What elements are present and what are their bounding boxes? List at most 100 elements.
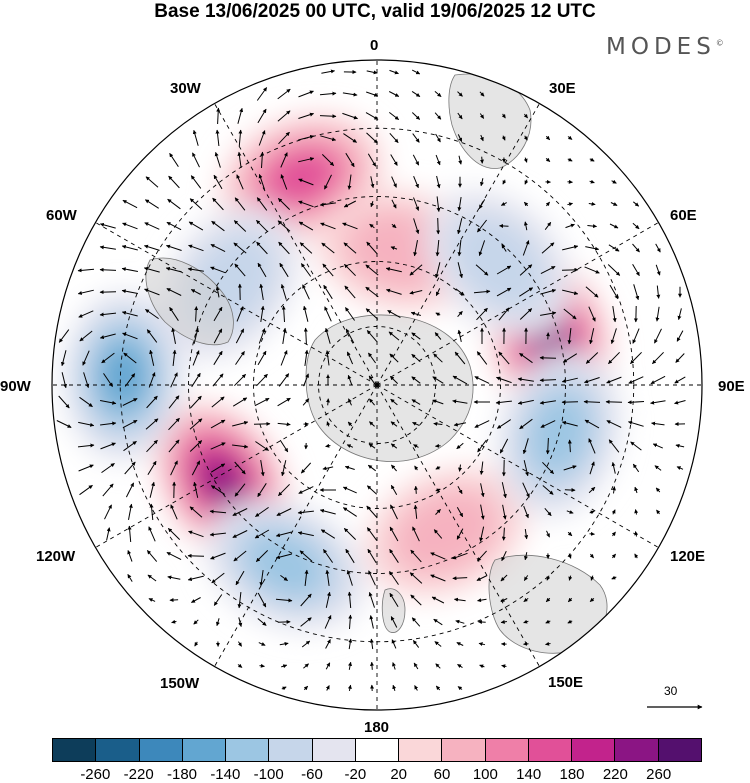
wind-vector-arrow: [188, 244, 204, 252]
wind-vector-arrow: [238, 129, 243, 147]
wind-vector-arrow: [236, 306, 244, 322]
wind-vector-arrow: [677, 308, 682, 320]
wind-vector-arrow: [436, 196, 441, 212]
wind-vector-arrow: [610, 328, 617, 344]
wind-vector-arrow: [144, 222, 160, 230]
wind-vector-arrow: [609, 223, 619, 229]
wind-vector-arrow: [436, 217, 441, 235]
wind-vector-arrow: [304, 349, 309, 366]
wind-vector-arrow: [606, 376, 622, 384]
wind-vector-arrow: [258, 642, 266, 646]
wind-vector-arrow: [342, 222, 358, 230]
wind-vector-arrow: [477, 598, 487, 603]
wind-vector-arrow: [168, 439, 180, 453]
colorbar-tick-label: -100: [253, 766, 284, 783]
wind-vector-arrow: [78, 421, 95, 427]
wind-vector-arrow: [191, 597, 201, 603]
wind-vector-arrow: [343, 133, 357, 143]
wind-vector-arrow: [567, 597, 573, 603]
wind-vector-arrow: [433, 353, 443, 363]
wind-vector-arrow: [430, 552, 446, 560]
wind-vector-arrow: [61, 372, 67, 389]
wind-vector-arrow: [589, 597, 595, 602]
wind-vector-arrow: [433, 421, 443, 426]
wind-vector-arrow: [634, 553, 639, 559]
wind-vector-arrow: [194, 306, 199, 322]
wind-vector-arrow: [303, 305, 309, 322]
wind-vector-arrow: [99, 267, 117, 272]
wind-vector-arrow: [435, 262, 441, 279]
wind-vector-arrow: [342, 486, 357, 494]
wind-vector-arrow: [366, 330, 378, 342]
wind-vector-arrow: [498, 307, 510, 321]
wind-vector-arrow: [347, 374, 353, 385]
wind-vector-arrow: [563, 308, 577, 320]
landmass-new-zealand: [381, 588, 406, 633]
wind-vector-arrow: [611, 179, 617, 184]
wind-vector-arrow: [411, 353, 421, 363]
wind-vector-arrow: [366, 241, 378, 255]
wind-vector-arrow: [234, 461, 246, 475]
wind-vector-arrow: [390, 504, 398, 520]
wind-vector-arrow: [567, 202, 573, 207]
wind-vector-arrow: [127, 525, 132, 543]
wind-vector-arrow: [523, 575, 529, 581]
wind-vector-arrow: [191, 460, 201, 476]
wind-vector-arrow: [257, 350, 267, 366]
negative-anomaly-contour: [449, 214, 548, 313]
wind-vector-arrow: [210, 463, 226, 473]
colorbar-tick-label: -140: [210, 766, 241, 783]
wind-vector-arrow: [148, 372, 156, 388]
wind-vector-arrow: [347, 684, 352, 692]
wind-vector-arrow: [632, 328, 640, 344]
wind-vector-arrow: [389, 353, 399, 363]
wind-vector-arrow: [502, 504, 507, 520]
modes-logo: MODES©: [606, 34, 724, 60]
wind-vector-arrow: [456, 442, 464, 450]
wind-vector-arrow: [655, 306, 660, 322]
wind-vector-arrow: [259, 283, 264, 300]
wind-vector-arrow: [325, 685, 330, 691]
wind-vector-arrow: [168, 395, 180, 409]
wind-vector-arrow: [457, 112, 463, 120]
wind-vector-arrow: [190, 175, 202, 189]
longitude-label-180: 180: [364, 719, 390, 736]
wind-vector-arrow: [566, 510, 574, 514]
wind-vector-arrow: [368, 570, 376, 586]
colorbar-tick-label: -220: [123, 766, 154, 783]
wind-vector-arrow: [608, 351, 620, 365]
wind-vector-arrow: [539, 400, 556, 405]
meridian-line: [95, 222, 378, 386]
colorbar-tick-label: -180: [166, 766, 198, 783]
wind-vector-arrow: [585, 246, 600, 251]
wind-vector-arrow: [146, 439, 158, 453]
colorbar-bin: [572, 739, 616, 761]
wind-vector-arrow: [300, 263, 312, 277]
wind-vector-arrow: [128, 503, 133, 520]
wind-vector-arrow: [347, 591, 352, 609]
meridian-line: [376, 384, 659, 548]
wind-vector-arrow: [343, 242, 357, 254]
wind-vector-arrow: [675, 353, 685, 363]
meridian-line: [376, 103, 540, 386]
wind-vector-arrow: [145, 176, 159, 188]
wind-vector-arrow: [479, 461, 484, 475]
wind-vector-arrow: [79, 330, 93, 342]
wind-vector-arrow: [389, 571, 399, 585]
wind-vector-arrow: [656, 509, 661, 515]
wind-vector-arrow: [584, 377, 600, 384]
wind-vector-arrow: [365, 264, 379, 276]
wind-vector-arrow: [257, 618, 267, 626]
wind-vector-arrow: [634, 486, 639, 494]
wind-vector-arrow: [348, 638, 353, 650]
wind-vector-arrow: [342, 112, 358, 120]
wind-vector-arrow: [435, 312, 441, 317]
wind-vector-arrow: [474, 376, 490, 384]
wind-vector-arrow: [542, 485, 554, 495]
wind-vector-arrow: [367, 464, 377, 472]
wind-vector-arrow: [545, 201, 550, 207]
wind-vector-arrow: [540, 420, 556, 428]
wind-vector-arrow: [365, 112, 379, 120]
anomaly-field: [63, 113, 622, 631]
graticule: [52, 60, 702, 710]
